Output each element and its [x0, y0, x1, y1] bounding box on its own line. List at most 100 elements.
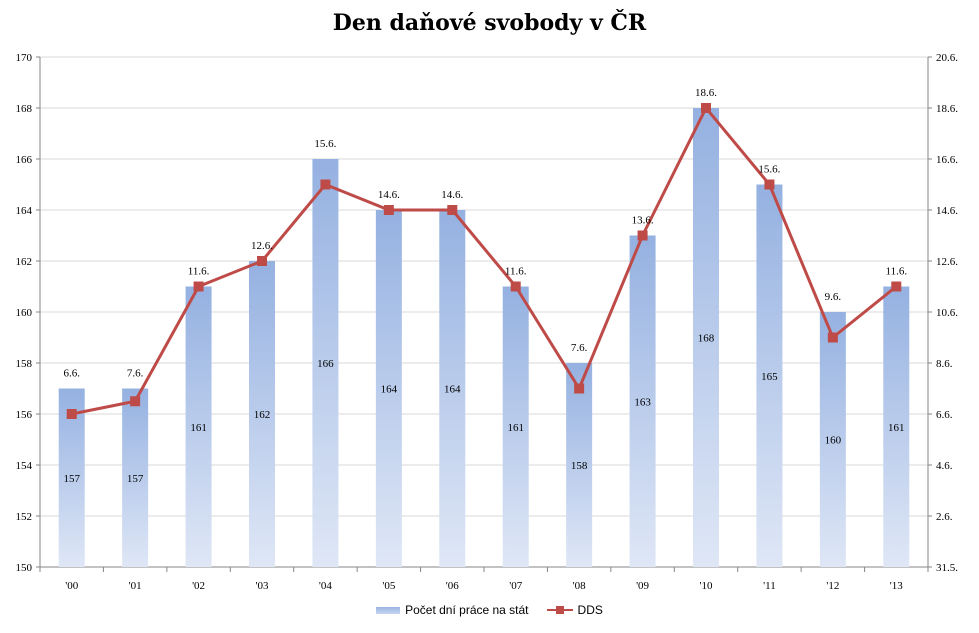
- dds-data-label: 6.6.: [63, 368, 80, 380]
- bar: [756, 184, 783, 567]
- dds-marker: [320, 179, 331, 190]
- y-tick-label: 150: [16, 562, 33, 574]
- y-tick-label: 170: [16, 52, 33, 64]
- chart-title: Den daňové svobody v ČR: [332, 10, 647, 36]
- bar: [439, 210, 466, 567]
- x-tick-label: '06: [446, 580, 459, 592]
- y2-tick-label: 2.6.: [936, 511, 953, 523]
- x-tick-label: '13: [890, 580, 903, 592]
- x-tick-label: '01: [129, 580, 142, 592]
- dds-marker: [637, 230, 648, 241]
- x-tick-label: '11: [763, 580, 776, 592]
- y-tick-label: 160: [16, 307, 33, 319]
- dds-data-label: 9.6.: [825, 291, 842, 303]
- y2-tick-label: 16.6.: [936, 154, 958, 166]
- x-tick-label: '08: [573, 580, 586, 592]
- y2-tick-label: 4.6.: [936, 460, 953, 472]
- bar: [566, 363, 593, 567]
- dds-marker: [827, 332, 838, 343]
- dds-marker: [130, 396, 141, 407]
- y2-tick-label: 20.6.: [936, 52, 958, 64]
- bar-data-label: 163: [634, 396, 651, 408]
- bar: [375, 210, 402, 567]
- y2-tick-label: 10.6.: [936, 307, 958, 319]
- y-tick-label: 168: [16, 103, 33, 115]
- bar-data-label: 166: [317, 358, 334, 370]
- dds-marker: [764, 179, 775, 190]
- x-tick-label: '07: [509, 580, 522, 592]
- y2-tick-label: 8.6.: [936, 358, 953, 370]
- x-tick-label: '10: [700, 580, 713, 592]
- legend-swatch-bars: [376, 606, 401, 614]
- bar-data-label: 157: [63, 473, 80, 485]
- dds-data-label: 14.6.: [378, 189, 400, 201]
- dds-data-label: 14.6.: [441, 189, 463, 201]
- bar: [249, 261, 275, 567]
- x-tick-label: '03: [256, 580, 269, 592]
- dds-data-label: 18.6.: [695, 87, 717, 99]
- dds-data-label: 11.6.: [505, 266, 527, 278]
- dds-data-label: 11.6.: [885, 266, 907, 278]
- bar-data-label: 161: [190, 422, 207, 434]
- bar: [819, 312, 846, 567]
- legend-label-bars: Počet dní práce na stát: [405, 603, 529, 617]
- dds-marker: [257, 256, 267, 266]
- dds-data-label: 12.6.: [251, 240, 273, 252]
- x-tick-label: '04: [319, 580, 332, 592]
- dds-marker: [447, 205, 458, 215]
- y2-tick-label: 6.6.: [936, 409, 953, 421]
- dds-marker: [701, 103, 711, 113]
- dds-data-label: 7.6.: [127, 368, 144, 380]
- dds-marker: [510, 281, 521, 292]
- bar: [629, 235, 656, 567]
- dds-line: [71, 106, 898, 416]
- y-tick-label: 164: [16, 205, 33, 217]
- dds-marker: [193, 281, 204, 292]
- bar-data-label: 160: [825, 435, 842, 447]
- bar-data-label: 162: [254, 409, 271, 421]
- bar-data-label: 161: [507, 422, 524, 434]
- legend-swatch-line: [546, 605, 573, 615]
- y-tick-label: 152: [16, 511, 33, 523]
- x-tick-label: '05: [382, 580, 395, 592]
- dds-marker: [574, 383, 585, 394]
- dds-data-label: 13.6.: [632, 215, 654, 227]
- dds-data-label: 11.6.: [188, 266, 210, 278]
- y-tick-label: 156: [16, 409, 33, 421]
- bar: [122, 388, 149, 567]
- bar: [693, 108, 719, 567]
- y2-tick-label: 18.6.: [936, 103, 958, 115]
- y-tick-label: 158: [16, 358, 33, 370]
- x-tick-label: '00: [65, 580, 78, 592]
- y-tick-label: 162: [16, 256, 33, 268]
- bar-data-label: 168: [698, 333, 715, 345]
- bar: [185, 286, 212, 567]
- chart-plot-area: 150 31.5. 152 2.6. 154 4.6. 156 6.6. 158 8.6. 160 1…: [16, 52, 959, 592]
- bar-data-label: 157: [127, 473, 144, 485]
- dds-marker: [891, 281, 902, 292]
- dds-marker: [383, 205, 394, 215]
- dds-data-label: 15.6.: [314, 138, 336, 150]
- chart-legend: Počet dní práce na stát DDS: [0, 603, 979, 617]
- bar: [312, 159, 339, 567]
- y2-tick-label: 14.6.: [936, 205, 958, 217]
- bar-data-label: 164: [444, 384, 461, 396]
- bar-data-label: 164: [381, 384, 398, 396]
- y2-tick-label: 12.6.: [936, 256, 958, 268]
- dds-marker: [66, 409, 77, 419]
- bar: [883, 286, 910, 567]
- y-tick-label: 154: [16, 460, 33, 472]
- x-tick-label: '02: [192, 580, 205, 592]
- legend-item-bars: Počet dní práce na stát: [376, 603, 529, 617]
- dds-data-label: 15.6.: [758, 164, 780, 176]
- bar-data-label: 161: [888, 422, 905, 434]
- bar-data-label: 165: [761, 371, 778, 383]
- legend-item-line: DDS: [546, 603, 603, 617]
- x-tick-label: '09: [636, 580, 649, 592]
- bar-data-label: 158: [571, 460, 588, 472]
- y-tick-label: 166: [16, 154, 33, 166]
- x-tick-label: '12: [826, 580, 839, 592]
- bar: [502, 286, 529, 567]
- dds-data-label: 7.6.: [571, 342, 588, 354]
- y2-tick-label: 31.5.: [936, 562, 958, 574]
